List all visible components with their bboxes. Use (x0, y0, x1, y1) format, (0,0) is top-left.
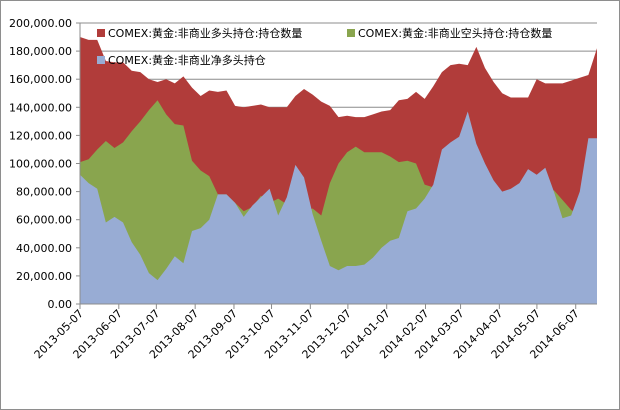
area-series (80, 37, 597, 305)
legend-label-2: COMEX:黄金:非商业空头持仓:持仓数量 (358, 26, 552, 40)
x-axis-tick-labels: 2013-05-072013-06-072013-07-072013-08-07… (32, 307, 582, 361)
legend-swatch-1 (97, 29, 105, 37)
y-tick-label: 140,000.00 (9, 101, 72, 114)
legend-swatch-2 (347, 29, 355, 37)
y-axis-tick-labels: 0.00 20,000.00 40,000.00 60,000.00 80,000.00… (9, 17, 72, 311)
legend-label-1: COMEX:黄金:非商业多头持仓:持仓数量 (108, 26, 302, 40)
legend: COMEX:黄金:非商业多头持仓:持仓数量 COMEX:黄金:非商业空头持仓:持仓… (97, 26, 552, 67)
y-tick-label: 160,000.00 (9, 73, 72, 86)
series-area-3 (80, 111, 597, 304)
y-tick-label: 120,000.00 (9, 129, 72, 142)
y-tick-label: 0.00 (48, 298, 73, 311)
y-tick-label: 60,000.00 (16, 214, 72, 227)
axes (76, 22, 597, 309)
y-tick-label: 180,000.00 (9, 45, 72, 58)
y-tick-label: 80,000.00 (16, 186, 72, 199)
y-tick-label: 20,000.00 (16, 270, 72, 283)
legend-swatch-3 (97, 56, 105, 64)
legend-label-3: COMEX:黄金:非商业净多头持仓 (108, 53, 266, 67)
y-tick-label: 200,000.00 (9, 17, 72, 30)
y-tick-label: 100,000.00 (9, 158, 72, 171)
y-tick-label: 40,000.00 (16, 242, 72, 255)
